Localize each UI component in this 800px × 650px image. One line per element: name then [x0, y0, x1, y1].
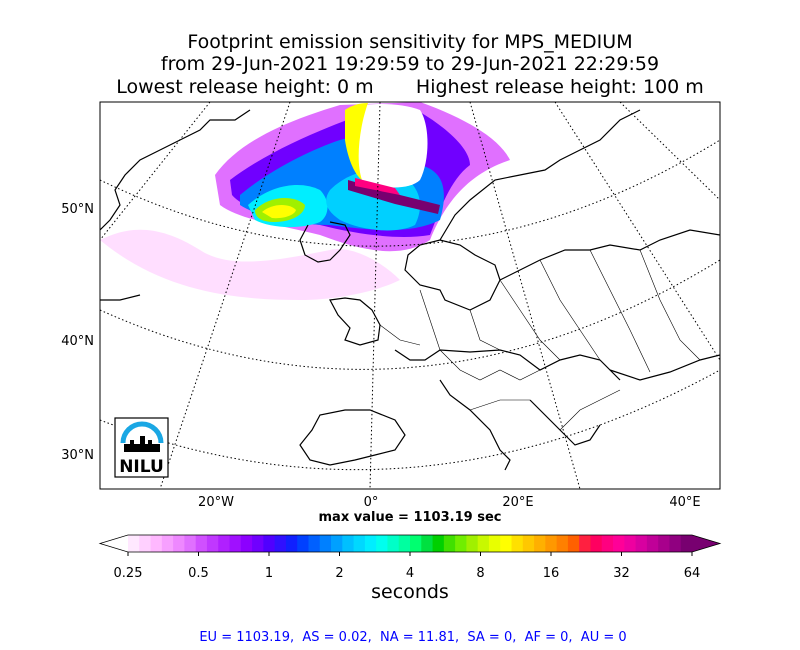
colorbar-ticks: 0.25 0.5 1 2 4 8 16 32 64 — [114, 552, 701, 581]
colorbar-bin — [534, 535, 546, 552]
colorbar-bin — [556, 535, 569, 552]
colorbar-bin — [477, 535, 490, 552]
colorbar-bin — [522, 535, 535, 552]
colorbar-tick-label: 1 — [265, 566, 273, 581]
colorbar-bin — [624, 535, 637, 552]
lon-tick-label: 20°E — [502, 495, 533, 510]
colorbar-bin — [376, 535, 388, 552]
colorbar-bin — [500, 535, 513, 552]
regional-values: EU = 1103.19, AS = 0.02, NA = 11.81, SA … — [199, 630, 627, 645]
colorbar-bin — [488, 535, 501, 552]
colorbar-extend-low — [100, 535, 128, 552]
colorbar-bin — [206, 535, 219, 552]
colorbar-tick-label: 8 — [476, 566, 484, 581]
chart-title-line-3: Lowest release height: 0 m Highest relea… — [116, 76, 704, 98]
coastlines — [100, 109, 720, 471]
colorbar-bin — [669, 535, 682, 552]
lon-tick-label: 40°E — [669, 495, 700, 510]
colorbar-bin — [511, 535, 524, 552]
colorbar-bin — [252, 535, 264, 552]
colorbar-bin — [285, 535, 298, 552]
colorbar-bin — [184, 535, 197, 552]
colorbar-bin — [319, 535, 332, 552]
colorbar-tick-label: 2 — [335, 566, 343, 581]
lat-tick-label: 50°N — [61, 202, 94, 217]
lon-tick-label: 20°W — [198, 495, 234, 510]
colorbar-tick-label: 4 — [406, 566, 414, 581]
colorbar-tick-label: 0.5 — [188, 566, 209, 581]
colorbar-tick-label: 16 — [543, 566, 560, 581]
chart-title-line-2: from 29-Jun-2021 19:29:59 to 29-Jun-2021… — [160, 53, 660, 75]
svg-text:NILU: NILU — [119, 457, 164, 477]
graticule — [100, 102, 720, 489]
colorbar-bin — [646, 535, 659, 552]
colorbar-bin — [680, 535, 693, 552]
lon-tick-label: 0° — [364, 495, 379, 510]
colorbar-bin — [410, 535, 422, 552]
colorbar-bin — [567, 535, 580, 552]
colorbar-bin — [432, 535, 445, 552]
colorbar-bin — [263, 535, 276, 552]
colorbar-bin — [229, 535, 242, 552]
chart-title-line-1: Footprint emission sensitivity for MPS_M… — [187, 31, 633, 53]
colorbar-bin — [364, 535, 377, 552]
colorbar-bin — [466, 535, 479, 552]
lat-tick-label: 30°N — [61, 448, 94, 463]
colorbar-bin — [590, 535, 603, 552]
colorbar-bin — [398, 535, 411, 552]
colorbar-bin — [387, 535, 400, 552]
colorbar-bin — [601, 535, 614, 552]
colorbar-bin — [274, 535, 287, 552]
colorbar-bin — [353, 535, 366, 552]
colorbar-bin — [297, 535, 309, 552]
colorbar-bin — [455, 535, 467, 552]
colorbar-bin — [139, 535, 152, 552]
colorbar-extend-high — [692, 535, 720, 552]
nilu-logo: NILU — [114, 417, 169, 478]
colorbar-units-label: seconds — [371, 581, 449, 603]
footprint-plume — [100, 102, 510, 300]
max-value-label: max value = 1103.19 sec — [318, 510, 502, 525]
colorbar-bin — [195, 535, 208, 552]
colorbar-bin — [161, 535, 174, 552]
colorbar-tick-label: 0.25 — [114, 566, 143, 581]
lat-tick-label: 40°N — [61, 334, 94, 349]
colorbar-tick-label: 32 — [613, 566, 630, 581]
colorbar-bin — [658, 535, 670, 552]
colorbar-bin — [443, 535, 456, 552]
colorbar-bin — [308, 535, 321, 552]
colorbar-bin — [635, 535, 648, 552]
colorbar-bin — [342, 535, 355, 552]
colorbar-bin — [421, 535, 434, 552]
colorbar-bin — [218, 535, 231, 552]
colorbar-bin — [579, 535, 591, 552]
colorbar-bin — [613, 535, 625, 552]
colorbar-bin — [545, 535, 558, 552]
colorbar — [98, 534, 722, 553]
colorbar-bin — [150, 535, 163, 552]
country-borders — [379, 249, 701, 431]
colorbar-bin — [331, 535, 343, 552]
map-frame — [99, 101, 721, 490]
colorbar-tick-label: 64 — [684, 566, 701, 581]
colorbar-bin — [173, 535, 185, 552]
colorbar-bin — [128, 535, 140, 552]
colorbar-bin — [240, 535, 253, 552]
